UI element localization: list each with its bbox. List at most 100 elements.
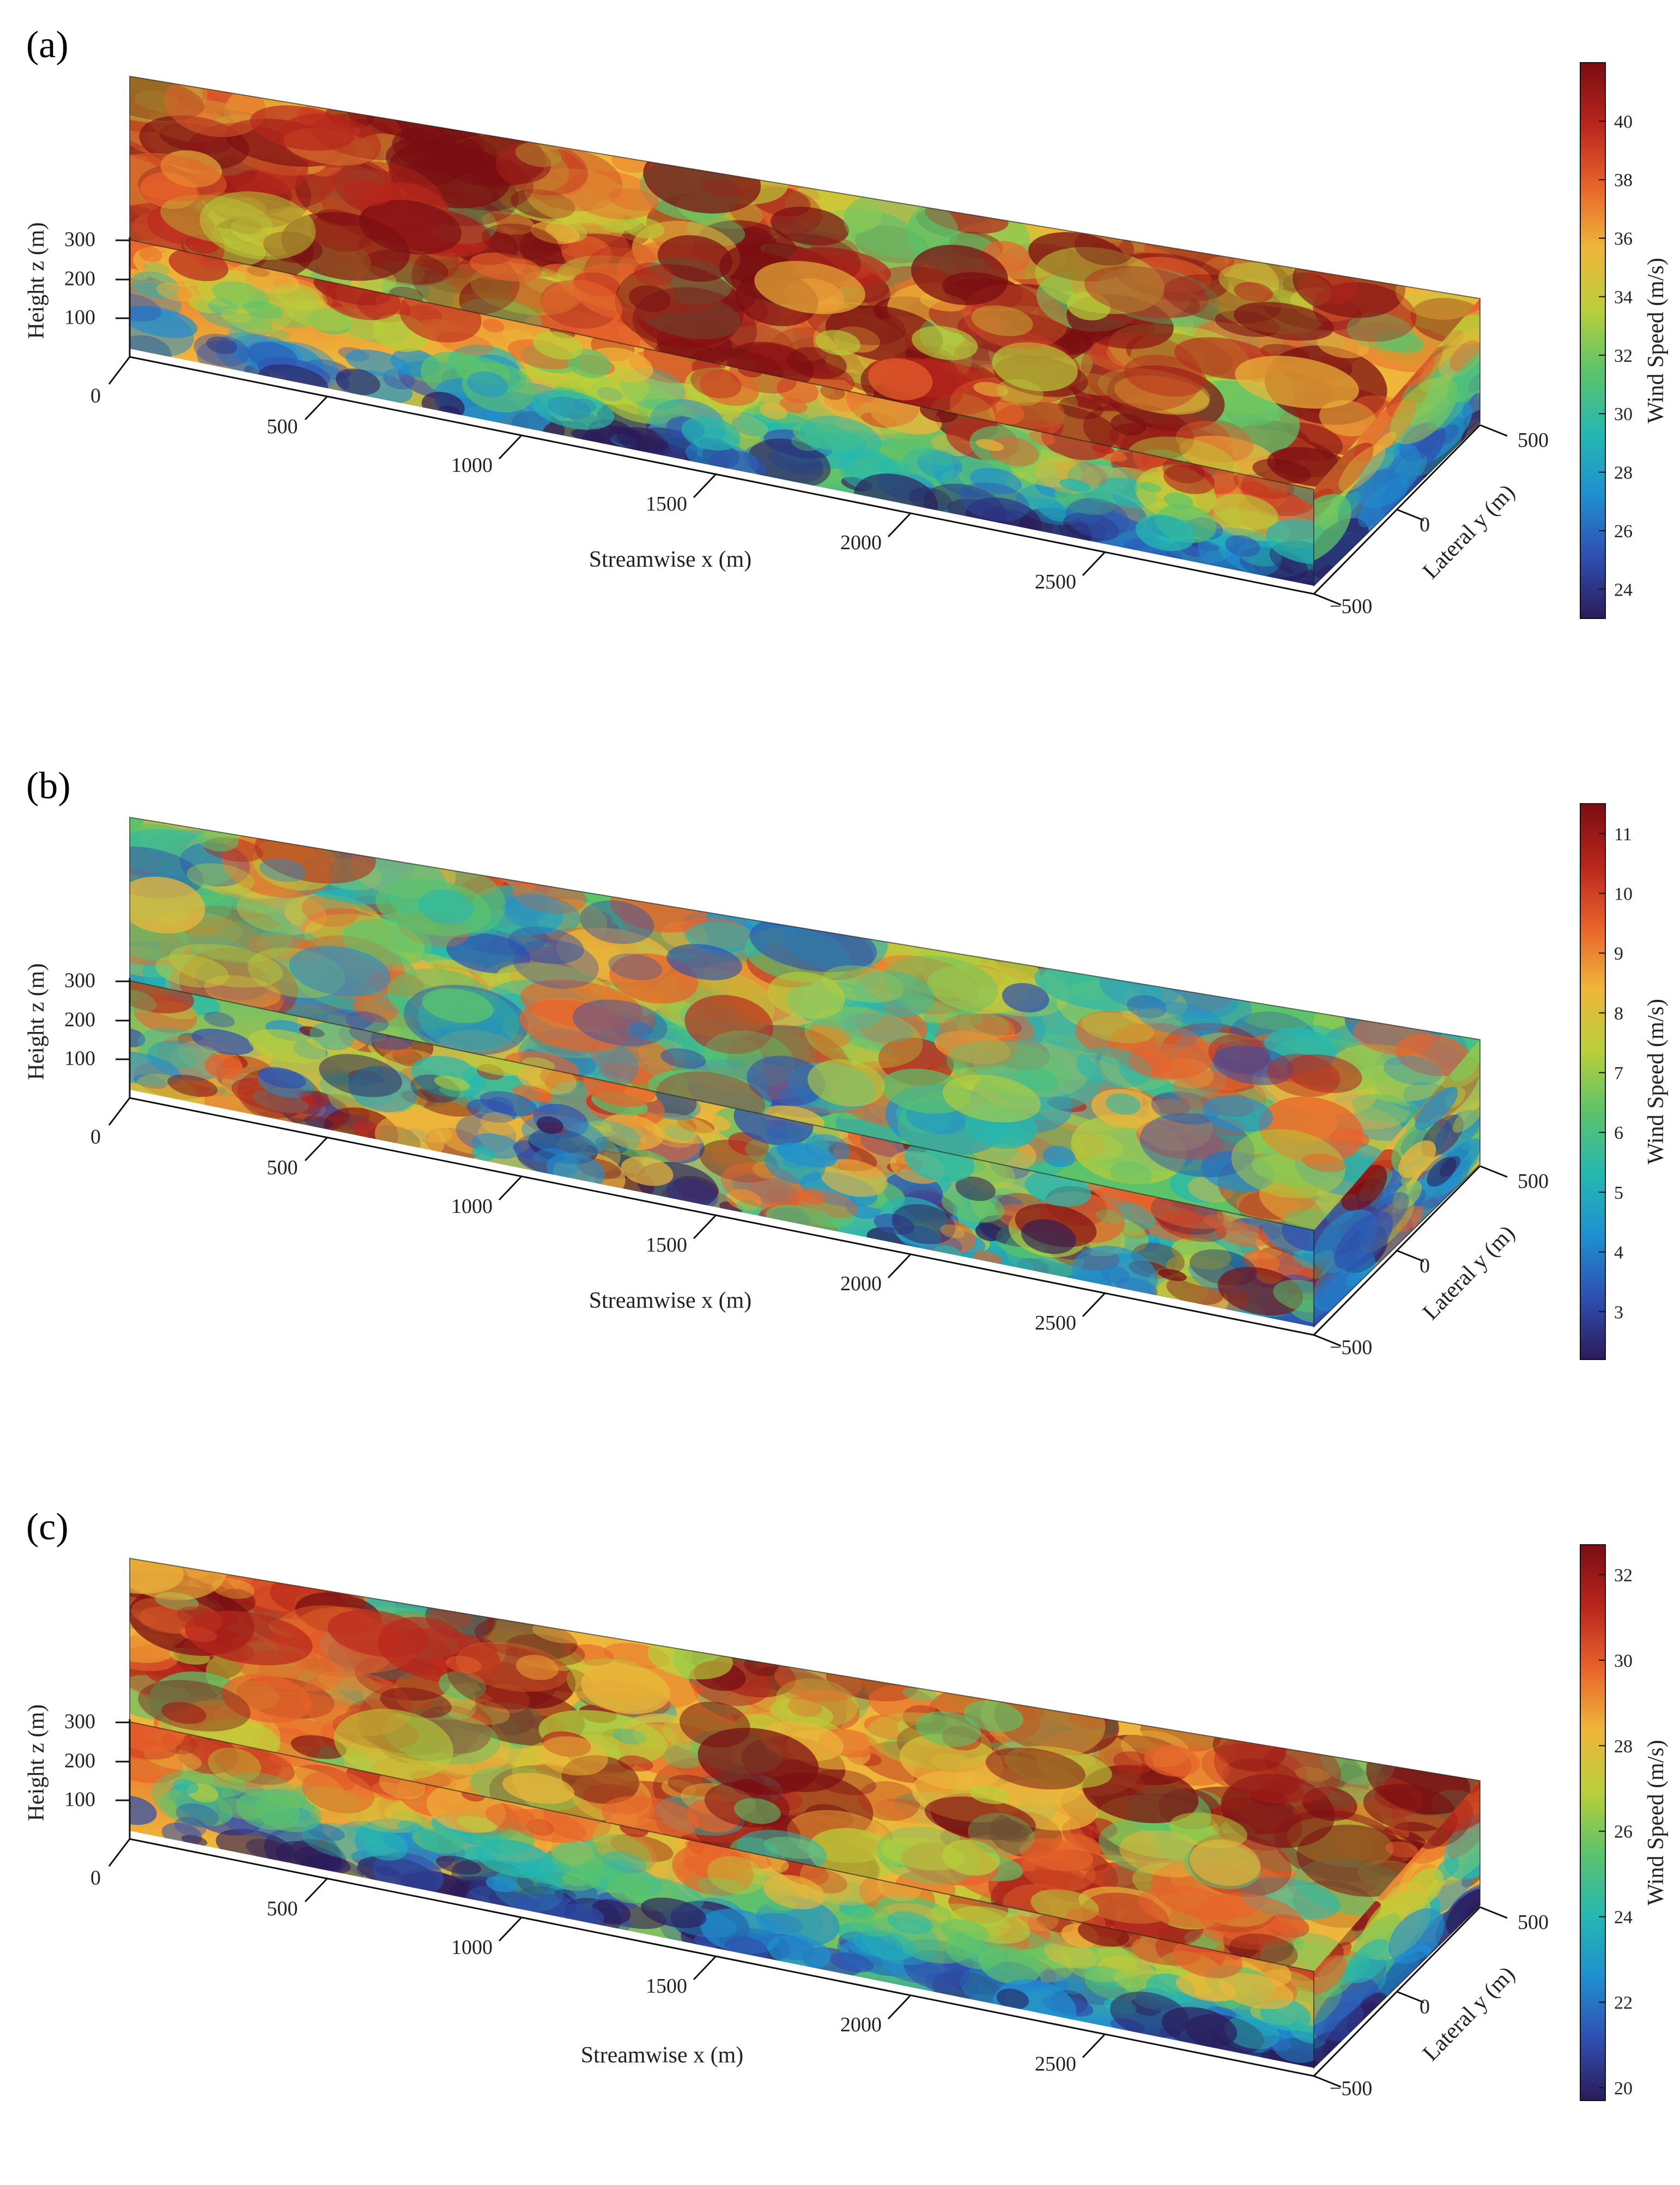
side-face-texture <box>1314 1781 1480 2068</box>
volume-plot-b: (b) 300 200 100 0 Height z (m) 500 1000 <box>24 765 1669 1360</box>
texture-blob <box>1203 1214 1249 1233</box>
texture-blob <box>138 1680 251 1732</box>
texture-blob <box>1063 512 1120 542</box>
texture-blob <box>815 330 861 356</box>
x-axis <box>108 1838 1314 2077</box>
texture-blob <box>1042 1145 1076 1167</box>
texture-blob <box>632 287 757 363</box>
texture-blob <box>1124 355 1207 397</box>
texture-blob <box>1081 332 1203 411</box>
texture-blob <box>446 1655 482 1673</box>
texture-blob <box>470 252 542 282</box>
y-axis-label: Lateral y (m) <box>1418 1962 1520 2066</box>
texture-blob <box>147 1040 223 1081</box>
colorbar-tick-label: 7 <box>1614 1064 1623 1084</box>
texture-blob <box>374 1037 413 1057</box>
colorbar-tick-label: 6 <box>1614 1123 1623 1143</box>
texture-blob <box>439 1671 487 1700</box>
texture-blob <box>130 1722 185 1752</box>
texture-blob <box>1158 1268 1187 1282</box>
texture-blob <box>130 153 227 202</box>
y-tick-label: 500 <box>1518 1911 1549 1934</box>
texture-blob <box>942 470 968 488</box>
texture-blob <box>1084 266 1209 319</box>
texture-blob <box>807 1059 886 1107</box>
z-axis <box>116 978 131 1098</box>
texture-blob <box>502 1773 575 1804</box>
texture-blob <box>130 876 205 934</box>
texture-blob <box>1175 421 1254 463</box>
texture-blob <box>1314 1955 1347 1994</box>
texture-blob <box>777 377 819 404</box>
texture-blob <box>1110 1161 1153 1187</box>
y-axis <box>1313 1906 1508 2088</box>
x-tick-label: 1500 <box>646 1975 687 1998</box>
texture-blob <box>156 282 198 302</box>
texture-blob <box>161 1702 207 1724</box>
texture-blob <box>608 427 642 446</box>
texture-blob <box>531 390 614 430</box>
texture-blob <box>510 189 575 219</box>
y-axis-label: Lateral y (m) <box>1418 480 1520 584</box>
texture-blob <box>269 1755 293 1766</box>
texture-blob <box>348 1066 418 1112</box>
texture-blob <box>1335 1211 1393 1270</box>
texture-blob <box>457 1816 497 1833</box>
x-tick-label: 500 <box>267 1156 298 1179</box>
z-tick-label: 100 <box>64 1047 95 1070</box>
texture-blob <box>290 1735 347 1759</box>
texture-blob <box>1341 1164 1387 1211</box>
texture-blob <box>969 1785 1011 1805</box>
texture-blob <box>446 933 531 974</box>
texture-blob <box>1290 2024 1314 2044</box>
texture-blob <box>1196 1892 1305 1945</box>
texture-blob <box>602 1852 647 1874</box>
box-edge <box>129 75 1481 587</box>
texture-blob <box>1434 1109 1480 1155</box>
texture-blob <box>942 1075 1041 1122</box>
texture-blob <box>1212 494 1278 530</box>
texture-blob <box>175 1803 219 1828</box>
box-edge <box>129 1557 1481 2069</box>
texture-blob <box>1388 1908 1445 1964</box>
texture-blob <box>767 972 845 1019</box>
texture-blob <box>1446 341 1480 403</box>
texture-blob <box>1373 1951 1427 2006</box>
texture-blob <box>418 889 474 925</box>
texture-blob <box>1352 1094 1422 1124</box>
z-tick-label: 0 <box>90 1867 101 1890</box>
texture-blob <box>1110 1992 1189 2038</box>
texture-blob <box>1135 514 1196 551</box>
texture-blob <box>970 468 1022 495</box>
front-face-texture <box>130 240 1314 582</box>
x-axis <box>108 1097 1314 1336</box>
texture-blob <box>945 1010 1010 1038</box>
texture-blob <box>532 1148 579 1179</box>
x-axis <box>108 356 1314 595</box>
y-tick-label: 500 <box>1518 1170 1549 1193</box>
texture-blob <box>927 965 1027 1014</box>
texture-blob <box>186 863 255 893</box>
texture-blob <box>247 342 298 371</box>
texture-blob <box>884 443 907 454</box>
y-tick-label: −500 <box>1330 1336 1372 1359</box>
colorbar-ticks: 11 10 9 8 7 6 5 4 3 <box>1599 824 1633 1322</box>
texture-blob <box>476 1839 554 1878</box>
texture-blob <box>361 1796 415 1829</box>
y-tick-label: 500 <box>1518 429 1549 452</box>
texture-blob <box>422 988 494 1023</box>
texture-blob <box>1439 1781 1480 1831</box>
texture-blob <box>310 1022 354 1051</box>
texture-blob <box>1021 1219 1076 1254</box>
texture-blob <box>1212 1045 1294 1085</box>
texture-blob <box>992 342 1078 392</box>
texture-blob <box>319 1054 402 1097</box>
texture-blob <box>258 1067 306 1089</box>
texture-blob <box>1129 1041 1192 1081</box>
texture-blob <box>1217 1267 1303 1316</box>
texture-blob <box>1179 435 1275 475</box>
texture-blob <box>1221 1774 1335 1848</box>
texture-blob <box>1020 1838 1094 1871</box>
texture-blob <box>507 926 584 964</box>
texture-blob <box>1347 313 1416 351</box>
